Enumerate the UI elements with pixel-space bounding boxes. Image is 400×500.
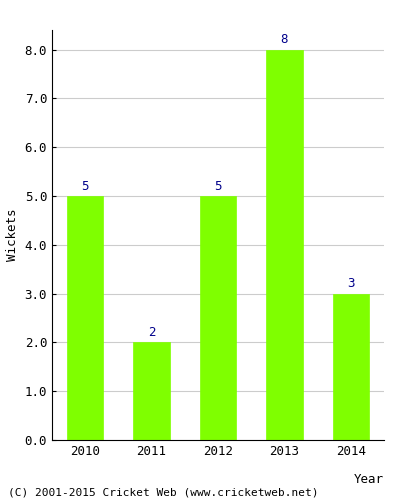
Text: 8: 8 (281, 33, 288, 46)
Text: (C) 2001-2015 Cricket Web (www.cricketweb.net): (C) 2001-2015 Cricket Web (www.cricketwe… (8, 488, 318, 498)
Text: 5: 5 (214, 180, 222, 192)
Bar (133, 342, 170, 440)
Bar (332, 294, 369, 440)
Y-axis label: Wickets: Wickets (6, 209, 19, 261)
Text: Year: Year (354, 473, 384, 486)
Bar (200, 196, 236, 440)
Text: 2: 2 (148, 326, 155, 339)
Bar (266, 50, 303, 440)
Text: 3: 3 (347, 277, 354, 290)
Bar (67, 196, 104, 440)
Text: 5: 5 (82, 180, 89, 192)
